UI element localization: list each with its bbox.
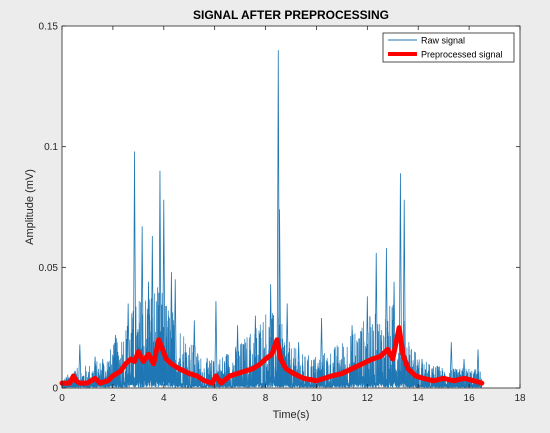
plot-frame [61, 25, 521, 389]
raw-signal-spike [140, 226, 144, 386]
raw-signal-spike [93, 356, 97, 386]
chart-title: SIGNAL AFTER PREPROCESSING [193, 8, 389, 22]
y-tick-label: 0.15 [39, 22, 59, 33]
raw-signal-spike [297, 342, 301, 386]
y-tick-label: 0.1 [44, 142, 58, 153]
raw-signal-spike [476, 349, 480, 386]
raw-signal-spike [173, 279, 177, 386]
raw-signal-spike [132, 151, 137, 386]
x-tick-label: 2 [110, 393, 116, 404]
raw-signal-spike [384, 248, 389, 386]
series-layer [59, 50, 485, 389]
raw-signal-spike [277, 209, 282, 386]
plot-area [62, 26, 520, 388]
raw-signal-spike [350, 325, 354, 386]
legend: Raw signal Preprocessed signal [382, 32, 515, 63]
raw-signal-spike [146, 281, 151, 386]
legend-label-raw: Raw signal [421, 36, 465, 46]
y-tick-label: 0 [52, 384, 58, 395]
x-tick-label: 12 [362, 393, 374, 404]
y-axis-ticks: 0 0.05 0.1 0.15 [39, 22, 520, 395]
raw-signal-spike [398, 173, 403, 386]
raw-signal-spike [78, 344, 82, 386]
raw-signal-spike [374, 252, 378, 386]
preprocessed-signal-line [59, 325, 485, 386]
x-tick-label: 18 [514, 393, 526, 404]
x-tick-label: 0 [59, 393, 65, 404]
raw-signal-spike [365, 296, 369, 386]
x-tick-label: 4 [161, 393, 167, 404]
x-axis-label: Time(s) [273, 409, 310, 421]
raw-signal-spike [235, 325, 240, 386]
raw-signal-spike [158, 170, 162, 386]
y-tick-label: 0.05 [39, 263, 59, 274]
raw-signal-spike [101, 359, 105, 386]
x-tick-label: 16 [464, 393, 476, 404]
raw-signal-spike [162, 199, 166, 386]
x-tick-label: 8 [263, 393, 269, 404]
raw-signal-spike [253, 315, 257, 386]
raw-signal-spike [169, 272, 174, 386]
legend-box [382, 32, 515, 63]
x-tick-label: 6 [212, 393, 218, 404]
preprocessed-signal-series [59, 325, 485, 386]
x-axis-ticks: 0 2 4 6 8 10 12 14 16 18 [59, 26, 526, 404]
y-axis-label: Amplitude (mV) [24, 169, 36, 245]
raw-signal-spike [192, 320, 196, 386]
raw-signal-spike [449, 342, 453, 386]
raw-signal-spike [150, 235, 154, 386]
x-tick-label: 10 [311, 393, 323, 404]
raw-signal-spike [214, 301, 218, 386]
x-tick-label: 14 [413, 393, 425, 404]
raw-signal-spike [113, 334, 118, 386]
raw-signal-trace [61, 287, 483, 389]
raw-signal-spike [319, 318, 324, 386]
legend-label-preprocessed: Preprocessed signal [421, 50, 503, 60]
raw-signal-spike [285, 303, 289, 386]
raw-signal-spike [402, 199, 406, 386]
